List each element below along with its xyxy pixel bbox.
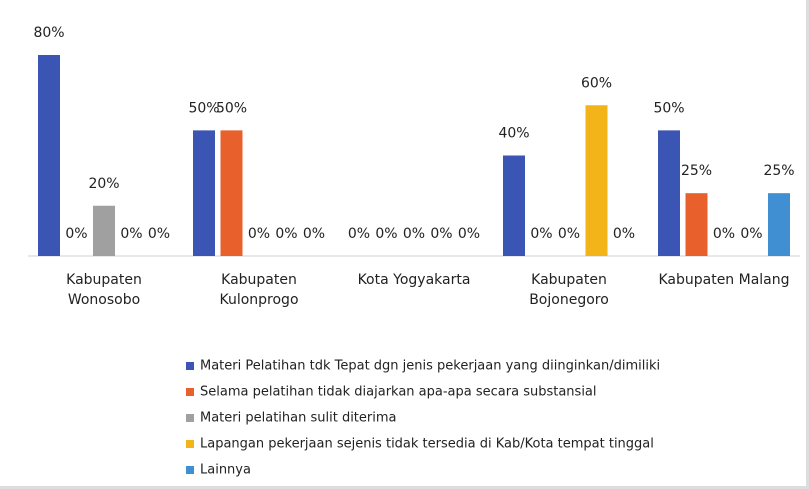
data-label: 0%	[613, 226, 635, 242]
bar	[658, 130, 680, 256]
data-label: 50%	[216, 100, 247, 116]
data-label: 25%	[763, 163, 794, 179]
legend-swatch	[186, 414, 194, 422]
bar	[585, 105, 608, 256]
x-tick-label: Kabupaten Wonosobo	[66, 272, 142, 308]
data-label: 60%	[581, 75, 612, 91]
data-label: 0%	[430, 226, 452, 242]
legend-label: Materi pelatihan sulit diterima	[200, 411, 397, 426]
data-label: 0%	[120, 226, 142, 242]
data-label: 0%	[348, 226, 370, 242]
bar	[768, 193, 790, 256]
legend-swatch	[186, 440, 194, 448]
legend-label: Selama pelatihan tidak diajarkan apa-apa…	[200, 385, 597, 400]
legend-swatch	[186, 362, 194, 370]
data-label: 0%	[148, 226, 170, 242]
legend-label: Lapangan pekerjaan sejenis tidak tersedi…	[200, 437, 654, 452]
data-label: 0%	[403, 226, 425, 242]
legend-swatch	[186, 388, 194, 396]
data-label: 0%	[248, 226, 270, 242]
data-label: 50%	[188, 100, 219, 116]
data-label: 40%	[498, 126, 529, 142]
data-label: 80%	[33, 25, 64, 41]
data-label: 0%	[303, 226, 325, 242]
bar	[93, 205, 115, 256]
bar	[685, 193, 708, 256]
bar	[220, 130, 243, 256]
data-label: 0%	[713, 226, 735, 242]
bar	[38, 55, 60, 256]
data-label: 0%	[558, 226, 580, 242]
legend-swatch	[186, 466, 194, 474]
data-label: 20%	[88, 176, 119, 192]
data-label: 50%	[653, 100, 684, 116]
x-tick-label: Kabupaten Kulonprogo	[219, 272, 299, 308]
bar	[193, 130, 215, 256]
data-label: 25%	[681, 163, 712, 179]
data-label: 0%	[375, 226, 397, 242]
bar	[503, 155, 525, 256]
legend-label: Lainnya	[200, 463, 251, 478]
data-label: 0%	[530, 226, 552, 242]
data-label: 0%	[458, 226, 480, 242]
data-label: 0%	[275, 226, 297, 242]
data-label: 0%	[740, 226, 762, 242]
legend-label: Materi Pelatihan tdk Tepat dgn jenis pek…	[200, 359, 660, 374]
x-tick-label: Kota Yogyakarta	[357, 272, 471, 288]
x-tick-label: Kabupaten Bojonegoro	[529, 272, 609, 308]
x-tick-label: Kabupaten Malang	[658, 272, 790, 288]
data-label: 0%	[65, 226, 87, 242]
